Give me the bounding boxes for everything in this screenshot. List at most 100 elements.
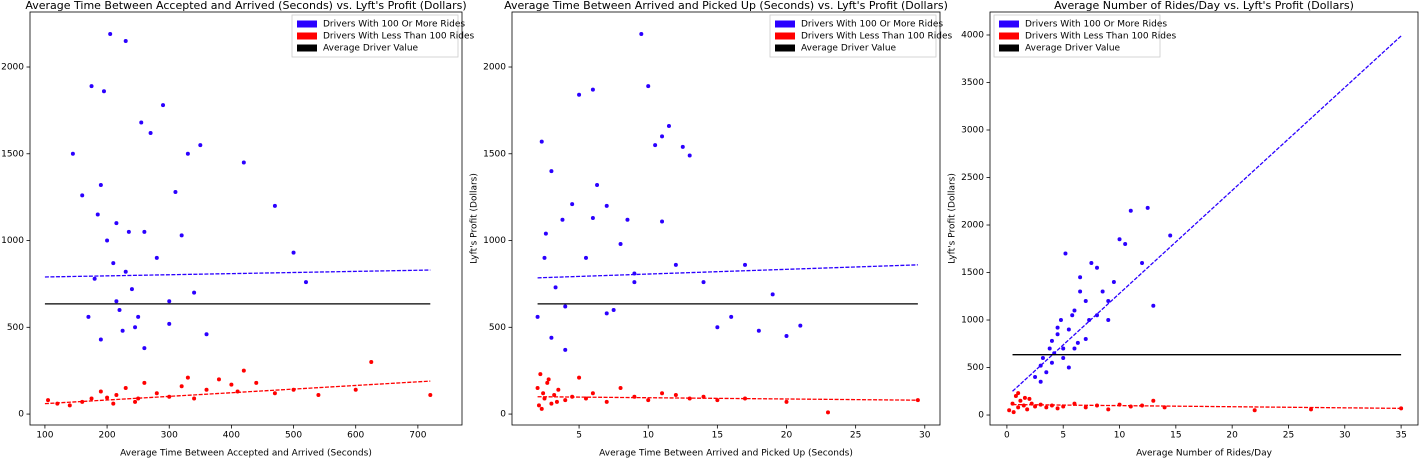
data-point [86,314,91,319]
data-point [123,269,128,274]
data-point [1072,308,1077,313]
data-point [1145,205,1150,210]
data-point [535,314,540,319]
data-point [114,299,119,304]
data-point [1089,261,1094,266]
data-point [1018,398,1023,403]
x-tick-label: 25 [1283,431,1294,441]
data-point [618,242,623,247]
data-point [316,392,321,397]
legend-swatch [775,44,795,52]
data-point [142,229,147,234]
data-point [1309,407,1313,412]
data-point [825,410,830,415]
data-point [272,391,277,396]
x-axis-label: Average Time Between Accepted and Arrive… [120,449,372,459]
chart-title: Average Time Between Arrived and Picked … [504,0,948,12]
data-point [136,314,141,319]
data-point [611,307,616,312]
data-point [552,392,557,397]
data-point [120,328,125,333]
data-point [139,120,144,125]
data-point [604,311,609,316]
data-point [1128,208,1133,213]
chart-title: Average Number of Rides/Day vs. Lyft's P… [1054,0,1354,12]
data-point [204,332,209,337]
x-tick-label: 600 [347,431,364,441]
y-tick-label: 1500 [483,149,506,159]
data-point [254,380,259,385]
data-point [114,392,119,397]
y-axis-label: Lyft's Profit (Dollars) [470,173,480,264]
data-point [583,255,588,260]
data-point [577,92,582,97]
data-point [123,386,128,391]
x-tick-label: 100 [36,431,53,441]
data-point [1078,289,1083,294]
data-point [192,396,197,401]
data-point [1106,299,1111,304]
x-tick-label: 20 [1226,431,1238,441]
x-tick-label: 25 [850,431,861,441]
data-point [1083,337,1088,342]
y-tick-label: 500 [489,323,506,333]
data-point [556,387,561,392]
data-point [1252,408,1257,413]
data-point [1066,365,1071,370]
data-point [117,307,122,312]
legend-label: Average Driver Value [1025,44,1121,54]
data-point [92,276,97,281]
legend-swatch [775,32,795,40]
x-tick-label: 10 [1114,431,1126,441]
y-tick-label: 1500 [961,268,984,278]
data-point [660,134,665,139]
y-axis-label: Lyft's Profit (Dollars) [948,173,958,264]
data-point [542,255,547,260]
data-point [89,396,94,401]
data-point [1106,407,1111,412]
data-point [590,215,595,220]
data-point [1070,313,1075,318]
y-tick-label: 0 [18,410,24,420]
data-point [1168,233,1173,238]
legend-swatch [999,20,1019,28]
x-axis-label: Average Time Between Arrived and Picked … [599,449,853,459]
data-point [538,372,543,377]
data-point [553,285,558,290]
data-point [1038,379,1043,384]
data-point [646,84,651,89]
data-point [595,183,600,188]
data-point [142,346,147,351]
data-point [570,202,575,207]
y-tick-label: 2000 [961,221,984,231]
data-point [1011,410,1016,415]
x-tick-label: 5 [1060,431,1066,441]
data-point [192,290,197,295]
x-tick-label: 30 [1339,431,1351,441]
legend-label: Drivers With Less Than 100 Rides [1025,32,1176,42]
data-point [673,392,678,397]
data-point [98,183,103,188]
legend-swatch [297,20,317,28]
data-point [179,384,184,389]
data-point [216,377,221,382]
data-point [542,396,547,401]
trend-line [44,269,431,278]
data-point [105,238,110,243]
legend-label: Drivers With 100 Or More Rides [323,20,465,30]
data-point [1058,318,1063,323]
legend-label: Drivers With Less Than 100 Rides [323,32,474,42]
data-point [1016,391,1021,396]
data-point [715,398,720,403]
data-point [543,231,548,236]
data-point [1025,407,1030,412]
y-tick-label: 2000 [483,63,506,73]
data-point [563,304,568,309]
x-axis-label: Average Number of Rides/Day [1136,449,1273,459]
data-point [101,89,106,94]
plot-area [29,11,463,426]
data-point [105,395,110,400]
data-point [1083,405,1088,410]
data-point [554,399,559,404]
data-point [108,32,113,37]
